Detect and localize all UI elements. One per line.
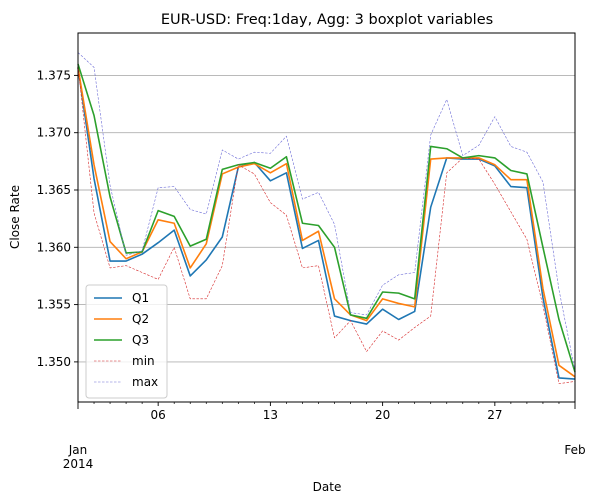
x-major-tick-label: Feb: [564, 443, 585, 457]
x-tick-label: 06: [151, 408, 166, 422]
y-tick-label: 1.370: [37, 126, 71, 140]
x-axis-label: Date: [313, 480, 342, 494]
legend-label-q1: Q1: [132, 291, 149, 305]
legend-label-max: max: [132, 375, 158, 389]
legend-box: [85, 284, 168, 399]
series-line-max: [77, 52, 576, 372]
x-tick-label: 13: [263, 408, 278, 422]
y-tick-label: 1.350: [37, 355, 71, 369]
legend-label-min: min: [132, 354, 155, 368]
legend: Q1 Q2 Q3 min max: [85, 284, 168, 399]
y-axis: 1.350 1.355 1.360 1.365 1.370 1.375: [37, 68, 78, 369]
y-tick-label: 1.360: [37, 240, 71, 254]
legend-label-q3: Q3: [132, 333, 149, 347]
x-major-tick-label: Jan: [68, 443, 88, 457]
y-tick-label: 1.375: [37, 68, 71, 82]
y-axis-label: Close Rate: [8, 185, 22, 249]
chart-title: EUR-USD: Freq:1day, Agg: 3 boxplot varia…: [161, 12, 493, 28]
x-tick-label: 27: [487, 408, 502, 422]
y-tick-label: 1.365: [37, 183, 71, 197]
y-tick-label: 1.355: [37, 298, 71, 312]
legend-label-q2: Q2: [132, 312, 149, 326]
plot-area: [77, 52, 576, 384]
series-line-q2: [77, 67, 576, 378]
series-line-min: [77, 66, 576, 384]
x-major-tick-sublabel: 2014: [63, 457, 94, 471]
plot-frame: [77, 32, 576, 403]
x-tick-label: 20: [375, 408, 390, 422]
series-line-q3: [77, 63, 576, 373]
series-line-q1: [77, 67, 576, 380]
